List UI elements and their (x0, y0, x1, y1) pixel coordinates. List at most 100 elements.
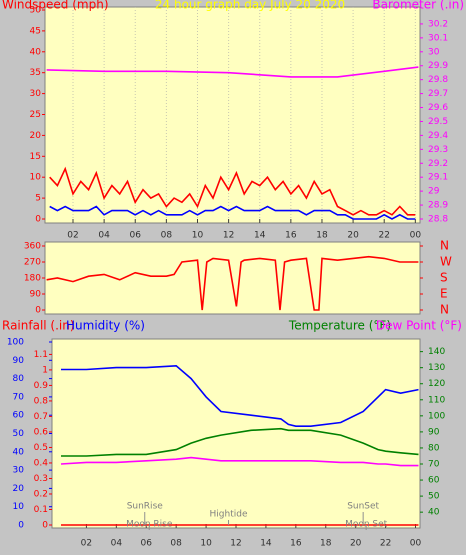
y3-tick-label: 0 (42, 521, 48, 531)
annotation-label: SunSet (347, 502, 379, 512)
y2-tick-label: 120 (428, 379, 445, 389)
y2-tick-label: 29.8 (428, 75, 448, 85)
x-tick-label: 16 (290, 539, 302, 549)
x-tick-label: 14 (254, 231, 266, 241)
y2-tick-label: N (440, 303, 449, 317)
y3-tick-label: 0.3 (34, 474, 48, 484)
y-tick-label: 20 (30, 131, 42, 141)
y2-tick-label: 29.4 (428, 131, 448, 141)
y2-tick-label: 29 (428, 187, 440, 197)
x-tick-label: 10 (192, 231, 204, 241)
y-tick-label: 45 (30, 26, 41, 36)
y3-tick-label: 1 (42, 365, 48, 375)
x-tick-label: 12 (223, 231, 234, 241)
y2-tick-label: 28.8 (428, 215, 448, 225)
y2-tick-label: 90 (428, 427, 440, 437)
series-line (49, 205, 416, 220)
y2-tick-label: 28.9 (428, 201, 448, 211)
y2-tick-label: W (440, 255, 452, 269)
y3-tick-label: 0.1 (34, 505, 48, 515)
y2-tick-label: 30.2 (428, 19, 448, 29)
x-tick-label: 02 (67, 231, 78, 241)
y2-tick-label: 40 (428, 508, 440, 518)
y-tick-label: 100 (7, 338, 24, 348)
y3-tick-label: 0.6 (34, 427, 49, 437)
x-tick-label: 00 (410, 231, 422, 241)
series-line (60, 456, 419, 467)
y2-tick-label: 29.2 (428, 159, 448, 169)
y2-tick-label: 110 (428, 395, 445, 405)
series-line (46, 66, 419, 78)
x-tick-label: 06 (130, 231, 142, 241)
y3-tick-label: 0.4 (34, 458, 49, 468)
y3-tick-label: 0.8 (34, 396, 49, 406)
series-line (46, 255, 419, 311)
y-tick-label: 10 (30, 173, 42, 183)
y-tick-label: 30 (13, 466, 25, 476)
annotation-label: Hightide (210, 510, 248, 520)
y-tick-label: 0 (35, 215, 41, 225)
x-tick-label: 18 (316, 231, 328, 241)
series-line (61, 364, 419, 427)
y2-tick-label: 80 (428, 443, 440, 453)
y-tick-label: 50 (30, 6, 42, 16)
y-tick-label: 0 (18, 521, 24, 531)
x-tick-label: 12 (230, 539, 241, 549)
y-tick-label: 80 (13, 374, 25, 384)
x-tick-label: 00 (410, 539, 422, 549)
x-tick-label: 06 (141, 539, 153, 549)
x-tick-label: 04 (98, 231, 110, 241)
y-tick-label: 50 (13, 429, 25, 439)
y-tick-label: 20 (13, 484, 25, 494)
x-tick-label: 18 (320, 539, 332, 549)
y-tick-label: 270 (24, 258, 41, 268)
x-tick-label: 22 (378, 231, 389, 241)
y2-tick-label: 30.1 (428, 33, 448, 43)
y2-tick-label: E (440, 287, 448, 301)
y3-tick-label: 1.1 (34, 350, 48, 360)
plot-area (44, 241, 421, 315)
annotation-label: SunRise (127, 502, 164, 512)
annotation-label: Moon Rise (126, 520, 173, 530)
y2-axis-title: Barometer (.in) (372, 0, 464, 12)
series-line (49, 166, 416, 216)
series-label: Dew Point (°F) (376, 319, 462, 333)
y2-tick-label: 29.3 (428, 145, 448, 155)
y-tick-label: 360 (24, 242, 41, 252)
y2-tick-label: N (440, 239, 449, 253)
chart-title: 24 hour graph day July 20 2020 (155, 0, 345, 12)
y3-tick-label: 0.7 (34, 412, 48, 422)
y2-tick-label: 50 (428, 492, 440, 502)
x-tick-label: 08 (161, 231, 173, 241)
series-label: Humidity (%) (66, 319, 145, 333)
y2-tick-label: 100 (428, 411, 445, 421)
y-axis-title: Windspeed (mph) (2, 0, 109, 12)
y-tick-label: 180 (24, 274, 41, 284)
y2-tick-label: 130 (428, 363, 445, 373)
y3-tick-label: 0.9 (34, 381, 49, 391)
y-tick-label: 35 (30, 68, 41, 78)
y2-tick-label: 29.9 (428, 61, 448, 71)
x-tick-label: 08 (170, 539, 182, 549)
y3-tick-label: 0.5 (34, 443, 48, 453)
y-tick-label: 70 (13, 392, 25, 402)
y2-tick-label: 70 (428, 460, 440, 470)
series-line (61, 427, 419, 457)
x-tick-label: 20 (350, 539, 362, 549)
x-tick-label: 22 (380, 539, 391, 549)
series-label: Rainfall (.in) (2, 319, 75, 333)
y-tick-label: 15 (30, 152, 41, 162)
y-tick-label: 90 (13, 356, 25, 366)
y2-tick-label: S (440, 271, 448, 285)
x-tick-label: 16 (285, 231, 297, 241)
y2-tick-label: 29.1 (428, 173, 448, 183)
y-tick-label: 25 (30, 110, 41, 120)
y2-tick-label: 29.7 (428, 89, 448, 99)
y2-tick-label: 140 (428, 347, 445, 357)
x-tick-label: 10 (200, 539, 212, 549)
y-tick-label: 40 (30, 47, 42, 57)
x-tick-label: 02 (81, 539, 92, 549)
y2-tick-label: 29.5 (428, 117, 448, 127)
x-tick-label: 04 (111, 539, 123, 549)
